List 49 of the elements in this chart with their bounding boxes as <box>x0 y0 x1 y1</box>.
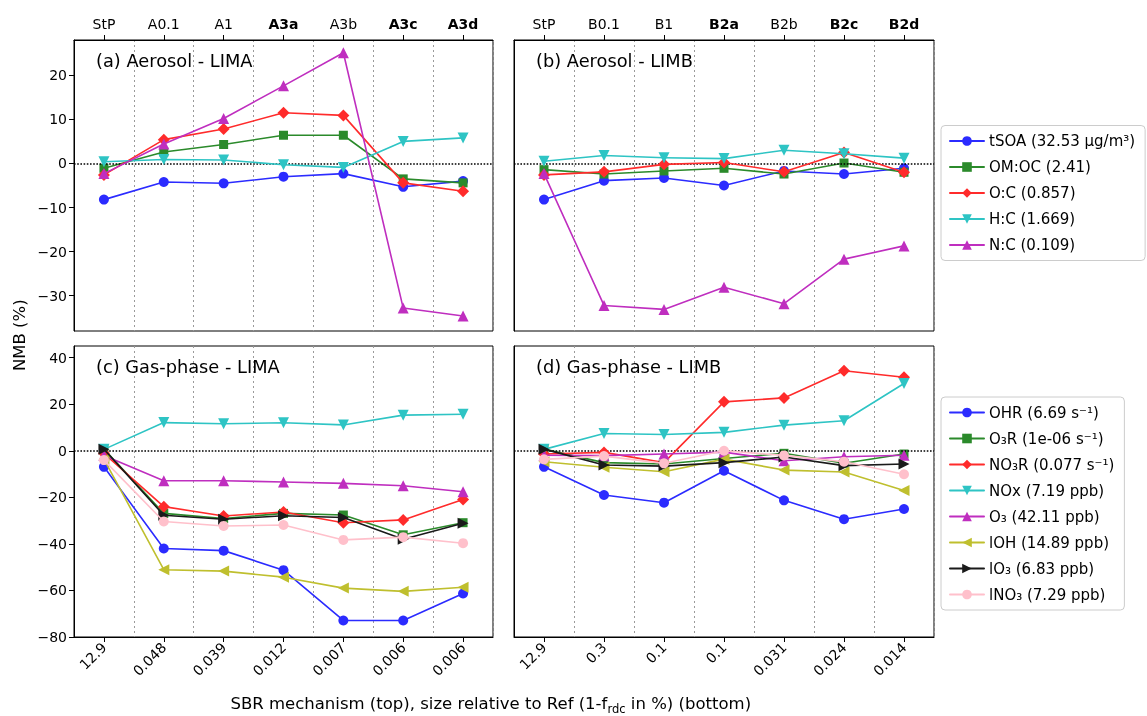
y-tick-label: −20 <box>37 243 67 260</box>
y-tick-label: −80 <box>37 629 67 645</box>
x-tick-label: B2a <box>709 16 739 32</box>
y-tick-label: 20 <box>49 396 67 413</box>
x-tick-label: StP <box>532 16 556 32</box>
text: (b) Aerosol - LIMB <box>536 49 693 71</box>
y-tick-label: −40 <box>37 535 67 552</box>
x-tick-label: B2c <box>829 16 859 32</box>
text: (c) Gas-phase - LIMA <box>96 355 281 377</box>
x-tick-label: B2d <box>888 16 920 32</box>
x-tick-label: A0.1 <box>147 16 180 32</box>
x-tick-label: A3c <box>388 16 418 32</box>
legend-label: N:C (0.109) <box>989 236 1076 254</box>
legend-label: NO₃R (0.077 s⁻¹) <box>989 455 1115 474</box>
text: (a) Aerosol - LIMA <box>96 49 254 71</box>
x-tick-label: StP <box>92 16 116 32</box>
y-tick-label: 20 <box>49 67 67 84</box>
x-tick-label: B2b <box>770 16 798 32</box>
x-tick-label: 0.1 <box>702 639 730 667</box>
legend-label: tSOA (32.53 μg/m³) <box>989 132 1136 150</box>
y-tick-label: 40 <box>49 349 67 366</box>
x-tick-label: A3d <box>447 16 479 32</box>
y-tick-label: −60 <box>37 582 67 599</box>
x-tick-label: B1 <box>654 16 674 32</box>
x-tick-label: 0.3 <box>582 639 610 667</box>
legend-label: H:C (1.669) <box>989 210 1076 228</box>
legend-label: lOH (14.89 ppb) <box>989 533 1109 552</box>
text: (d) Gas-phase - LIMB <box>536 355 722 377</box>
y-tick-label: −30 <box>37 287 67 304</box>
x-tick-label: A3b <box>329 16 358 32</box>
y-tick-label: 0 <box>58 155 67 172</box>
legend-label: OM:OC (2.41) <box>989 158 1091 176</box>
legend-label: NOx (7.19 ppb) <box>989 481 1105 500</box>
y-tick-label: 0 <box>58 442 67 459</box>
y-tick-label: −20 <box>37 489 67 506</box>
legend-label: lO₃ (6.83 ppb) <box>989 559 1095 578</box>
legend-label: O:C (0.857) <box>989 184 1076 202</box>
x-tick-label: A3a <box>268 16 299 32</box>
legend-label: O₃R (1e-06 s⁻¹) <box>989 429 1104 448</box>
x-axis-title: SBR mechanism (top), size relative to Ref (1-f$_{rdc}$ in %) (bottom) <box>230 694 752 716</box>
legend-label: lNO₃ (7.29 ppb) <box>989 585 1106 604</box>
x-tick-label: A1 <box>214 16 233 32</box>
legend-label: OHR (6.69 s⁻¹) <box>989 403 1099 422</box>
y-axis-title: NMB (%) <box>9 299 29 372</box>
y-tick-label: −10 <box>37 199 67 216</box>
x-tick-label: 0.1 <box>642 639 670 667</box>
x-tick-label: B0.1 <box>588 16 620 32</box>
y-tick-label: 10 <box>49 111 67 128</box>
legend-label: O₃ (42.11 ppb) <box>989 507 1100 526</box>
